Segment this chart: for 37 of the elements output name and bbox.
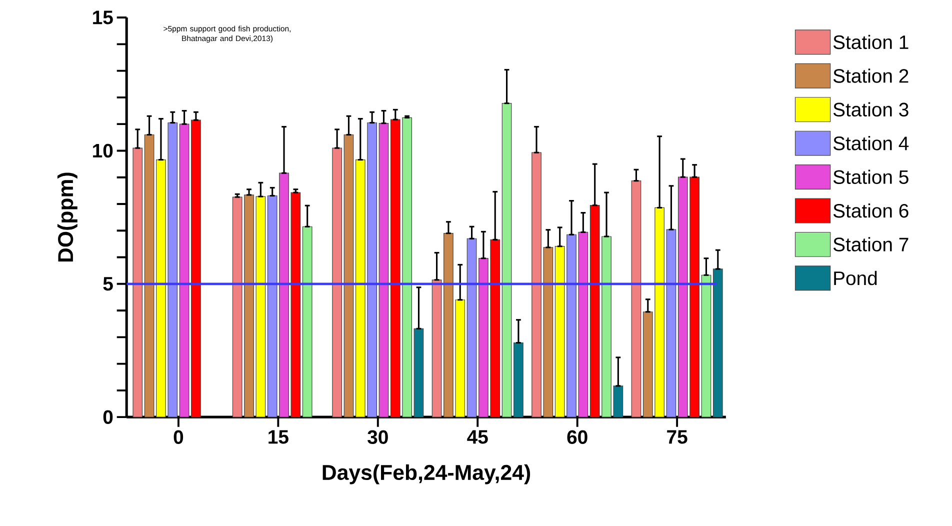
y-tick-label: 15 — [93, 10, 113, 24]
bar — [414, 328, 424, 418]
bar — [631, 180, 642, 418]
legend-label: Station 1 — [833, 34, 908, 49]
y-tick-label: 10 — [93, 144, 113, 158]
bar — [514, 342, 524, 418]
legend-label: Station 2 — [833, 68, 908, 83]
bar — [302, 226, 312, 418]
x-axis-title: Days(Feb,24-May,24) — [322, 464, 530, 484]
bar — [179, 124, 190, 418]
x-tick-label: 0 — [174, 430, 184, 444]
bar — [432, 279, 442, 418]
x-tick-label: 15 — [268, 430, 288, 444]
x-tick-label: 45 — [467, 430, 488, 444]
bar — [344, 134, 354, 418]
x-tick-label: 75 — [667, 430, 688, 444]
legend-label: Station 3 — [833, 102, 908, 116]
bar — [132, 148, 143, 418]
y-tick-label: 0 — [103, 410, 113, 424]
bar — [666, 229, 676, 418]
bar — [332, 148, 342, 418]
legend-label: Pond — [834, 270, 877, 286]
y-axis-title: DO(ppm) — [57, 172, 78, 262]
legend-label: Station 4 — [833, 136, 909, 150]
bar — [191, 120, 201, 418]
y-tick-label: 5 — [103, 277, 113, 291]
legend-label: Station 7 — [833, 237, 908, 252]
bar — [466, 238, 477, 418]
bar — [712, 268, 723, 418]
bar — [378, 122, 389, 418]
x-tick-label: 60 — [567, 430, 588, 444]
bar — [502, 102, 512, 418]
legend-label: Station 6 — [833, 203, 908, 218]
x-tick-label: 30 — [368, 430, 388, 444]
bar — [144, 134, 154, 418]
bar — [701, 274, 712, 418]
legend-label: Station 5 — [833, 170, 908, 184]
